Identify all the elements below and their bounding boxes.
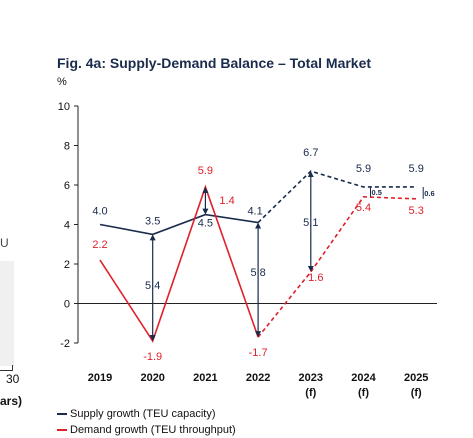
gap-label: 5.8	[250, 267, 265, 279]
data-label-demand: -1.7	[249, 347, 268, 359]
y-tick-label: 2	[64, 259, 70, 271]
data-label-supply: 6.7	[303, 147, 318, 159]
legend: Supply growth (TEU capacity) Demand grow…	[57, 406, 236, 438]
clipped-left-label: U	[0, 236, 9, 250]
x-tick-label: 2019	[88, 372, 112, 384]
series-line-demand-actual	[99, 184, 259, 343]
x-tick-label: 2020	[140, 372, 164, 384]
data-label-demand: 5.3	[409, 205, 424, 217]
y-axis-unit: %	[57, 76, 67, 88]
x-tick-label: (f)	[305, 387, 316, 399]
data-label-supply: 5.9	[356, 163, 371, 175]
data-label-supply: 4.1	[247, 206, 262, 218]
gap-label: 0.5	[372, 188, 382, 197]
x-tick-label: 2025	[404, 372, 428, 384]
x-tick-label: 2022	[246, 372, 270, 384]
legend-item-supply: Supply growth (TEU capacity)	[57, 406, 236, 422]
x-tick-label: 2023	[299, 372, 323, 384]
data-label-demand: 1.6	[308, 272, 323, 284]
data-label-demand: 5.4	[356, 202, 371, 214]
clipped-left-axis	[0, 370, 13, 371]
clipped-left-tick-label: 30	[6, 372, 20, 386]
data-label-demand: -1.9	[143, 351, 162, 363]
y-tick-label: 6	[64, 180, 70, 192]
clipped-left-axis-title: ars)	[0, 394, 23, 408]
gap-label: 5.1	[303, 217, 318, 229]
legend-label-supply: Supply growth (TEU capacity)	[70, 408, 216, 420]
data-label-supply: 4.5	[198, 218, 213, 230]
gap-label: 0.6	[424, 189, 434, 198]
y-tick-label: 8	[64, 141, 70, 153]
data-label-demand: 5.9	[198, 165, 213, 177]
y-tick-label: 4	[64, 220, 70, 232]
data-label-demand: 2.2	[92, 239, 107, 251]
data-label-supply: 4.0	[92, 206, 107, 218]
legend-item-demand: Demand growth (TEU throughput)	[57, 422, 236, 438]
x-tick-label: 2024	[351, 372, 376, 384]
x-tick-label: 2021	[193, 372, 217, 384]
clipped-left-panel	[0, 261, 14, 366]
legend-swatch-demand	[57, 429, 67, 431]
data-label-supply: 5.9	[409, 163, 424, 175]
gap-label: 5.4	[145, 280, 160, 292]
legend-label-demand: Demand growth (TEU throughput)	[70, 424, 236, 436]
chart-title: Fig. 4a: Supply-Demand Balance – Total M…	[57, 55, 372, 71]
series-line-supply-forecast	[257, 170, 417, 224]
series-line-demand-forecast	[257, 196, 417, 338]
x-tick-label: (f)	[411, 387, 422, 399]
legend-swatch-supply	[57, 413, 67, 415]
x-tick-label: (f)	[358, 387, 369, 399]
gap-label: 1.4	[219, 195, 234, 207]
data-label-supply: 3.5	[145, 215, 160, 227]
clipped-left-tick	[12, 365, 13, 371]
y-tick-label: 10	[58, 101, 70, 113]
y-tick-label: -2	[60, 338, 70, 350]
series-line-supply-actual	[99, 213, 259, 236]
y-tick-label: 0	[64, 299, 70, 311]
